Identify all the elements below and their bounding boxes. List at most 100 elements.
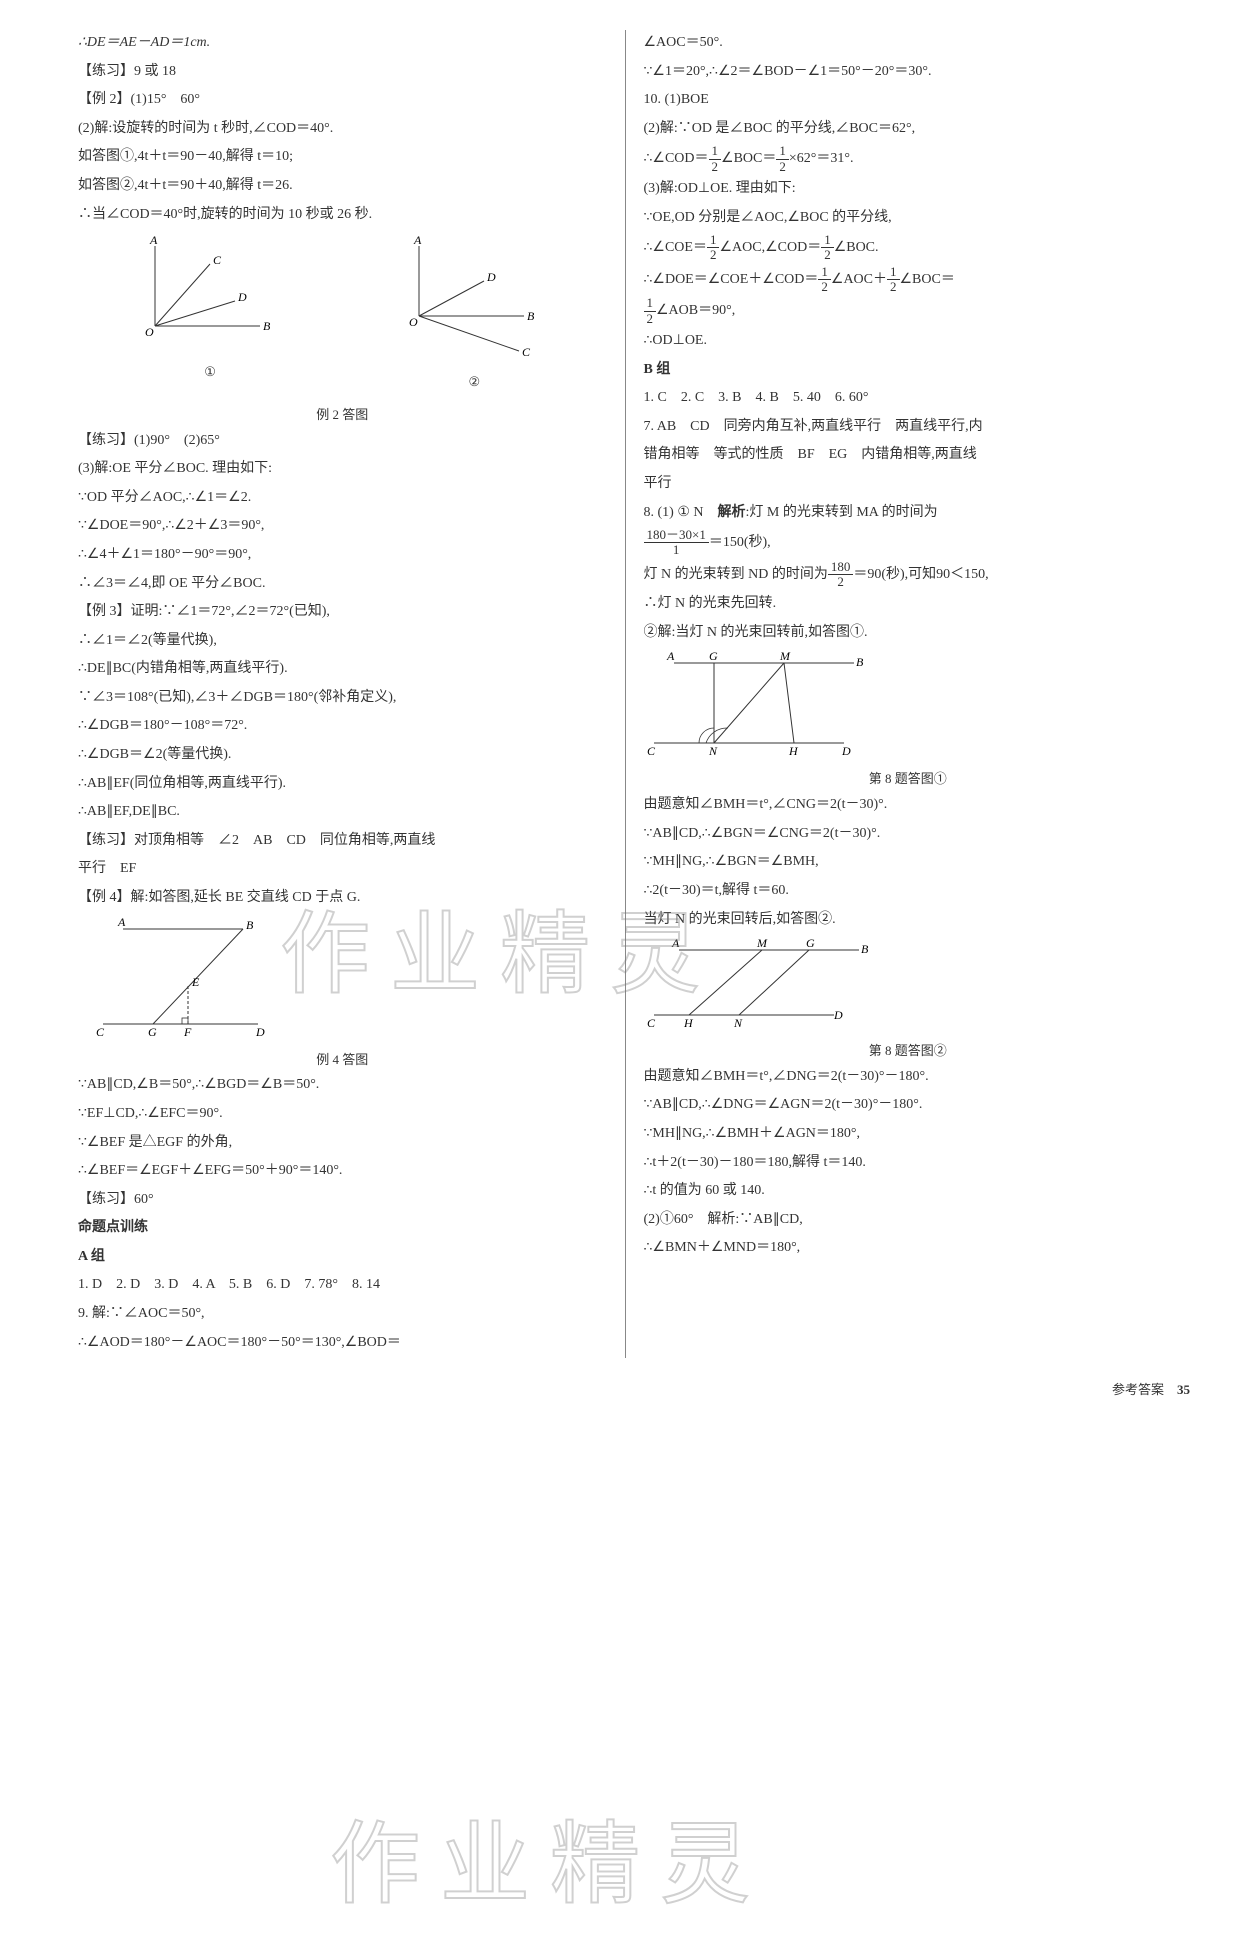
svg-text:N: N [708, 744, 718, 758]
text-line: ∵AB∥CD,∴∠BGN＝∠CNG＝2(t－30)°. [644, 821, 1173, 848]
figure-ex2-1: A C D B O ① [140, 236, 280, 395]
svg-text:C: C [647, 744, 656, 758]
svg-text:G: G [148, 1025, 157, 1039]
text-line: (2)①60° 解析:∵AB∥CD, [644, 1207, 1173, 1234]
text-line: 错角相等 等式的性质 BF EG 内错角相等,两直线 [644, 442, 1173, 469]
fig-label-1: ① [140, 360, 280, 385]
svg-text:A: A [413, 236, 422, 247]
text-line: (3)解:OD⊥OE. 理由如下: [644, 176, 1173, 203]
text-line: 9. 解:∵∠AOC＝50°, [78, 1301, 607, 1328]
text-line: ∴∠3＝∠4,即 OE 平分∠BOC. [78, 571, 607, 598]
watermark-2: 作业精灵 [330, 1780, 770, 1951]
text-line: 1. D 2. D 3. D 4. A 5. B 6. D 7. 78° 8. … [78, 1272, 607, 1299]
text-line: ∴∠DGB＝180°－108°＝72°. [78, 713, 607, 740]
fig-caption-8-2: 第 8 题答图② [644, 1039, 1173, 1064]
svg-text:A: A [117, 915, 126, 929]
svg-text:A: A [149, 236, 158, 247]
text-line: 灯 N 的光束转到 ND 的时间为1802＝90(秒),可知90＜150, [644, 560, 1173, 590]
svg-text:D: D [833, 1008, 843, 1022]
svg-text:O: O [145, 325, 154, 339]
text-line: ∴当∠COD＝40°时,旋转的时间为 10 秒或 26 秒. [78, 202, 607, 229]
fraction-half: 12 [818, 265, 831, 295]
svg-text:C: C [96, 1025, 105, 1039]
text-line: ∴∠1＝∠2(等量代换), [78, 628, 607, 655]
text-line: 由题意知∠BMH＝t°,∠DNG＝2(t－30)°－180°. [644, 1064, 1173, 1091]
text-line: ∴∠COE＝12∠AOC,∠COD＝12∠BOC. [644, 233, 1173, 263]
svg-text:C: C [647, 1016, 656, 1030]
text-line: ∵OE,OD 分别是∠AOC,∠BOC 的平分线, [644, 205, 1173, 232]
text-line: 12∠AOB＝90°, [644, 296, 1173, 326]
fraction-half: 12 [887, 265, 900, 295]
fraction-half: 12 [821, 233, 834, 263]
figure-8-1: A G M B C N H D 第 8 题答图① [644, 648, 1173, 792]
text-line: ∵MH∥NG,∴∠BMH＋∠AGN＝180°, [644, 1121, 1173, 1148]
svg-text:M: M [779, 649, 791, 663]
text-line: ∴灯 N 的光束先回转. [644, 591, 1173, 618]
fraction-180-2: 1802 [828, 560, 854, 590]
svg-text:A: A [666, 649, 675, 663]
text-line: 平行 [644, 471, 1173, 498]
fraction-half: 12 [709, 144, 722, 174]
text-line: ∴AB∥EF(同位角相等,两直线平行). [78, 771, 607, 798]
figure-ex2-2: A D B C O ② [404, 236, 544, 395]
svg-text:G: G [709, 649, 718, 663]
svg-text:N: N [733, 1016, 743, 1030]
fig-label-2: ② [404, 370, 544, 395]
right-column: ∠AOC＝50°. ∵∠1＝20°,∴∠2＝∠BOD－∠1＝50°－20°＝30… [626, 30, 1191, 1358]
svg-text:C: C [522, 345, 531, 359]
text-line: ∴∠COD＝12∠BOC＝12×62°＝31°. [644, 144, 1173, 174]
svg-text:A: A [671, 936, 680, 950]
footer-label: 参考答案 [1112, 1382, 1164, 1397]
svg-text:B: B [527, 309, 535, 323]
section-heading: 命题点训练 [78, 1215, 607, 1242]
text-line: 【练习】9 或 18 [78, 59, 607, 86]
svg-text:M: M [756, 936, 768, 950]
text-line: 【例 2】(1)15° 60° [78, 87, 607, 114]
text-line: 如答图②,4t＋t＝90＋40,解得 t＝26. [78, 173, 607, 200]
svg-text:H: H [683, 1016, 694, 1030]
text-line: 180－30×11＝150(秒), [644, 528, 1173, 558]
svg-text:D: D [237, 290, 247, 304]
text-line: ∴2(t－30)＝t,解得 t＝60. [644, 878, 1173, 905]
text-line: ∴∠4＋∠1＝180°－90°＝90°, [78, 542, 607, 569]
left-column: ∴DE＝AE－AD＝1cm. 【练习】9 或 18 【例 2】(1)15° 60… [60, 30, 626, 1358]
text-line: ∴∠DOE＝∠COE＋∠COD＝12∠AOC＋12∠BOC＝ [644, 265, 1173, 295]
text-line: ∴∠AOD＝180°－∠AOC＝180°－50°＝130°,∠BOD＝ [78, 1330, 607, 1357]
text-line: ∵∠BEF 是△EGF 的外角, [78, 1130, 607, 1157]
svg-text:H: H [788, 744, 799, 758]
text-line: ②解:当灯 N 的光束回转前,如答图①. [644, 620, 1173, 647]
svg-text:B: B [263, 319, 271, 333]
text-line: ∵OD 平分∠AOC,∴∠1＝∠2. [78, 485, 607, 512]
text-line: ∴OD⊥OE. [644, 328, 1173, 355]
fig-caption-8-1: 第 8 题答图① [644, 767, 1173, 792]
text-line: ∴∠BMN＋∠MND＝180°, [644, 1235, 1173, 1262]
svg-text:D: D [255, 1025, 265, 1039]
svg-text:C: C [213, 253, 222, 267]
group-heading: B 组 [644, 357, 1173, 384]
svg-text:D: D [486, 270, 496, 284]
svg-text:F: F [183, 1025, 192, 1039]
svg-text:B: B [861, 942, 869, 956]
svg-text:D: D [841, 744, 851, 758]
fraction-half: 12 [644, 296, 657, 326]
text-line: (2)解:设旋转的时间为 t 秒时,∠COD＝40°. [78, 116, 607, 143]
group-heading: A 组 [78, 1244, 607, 1271]
svg-text:B: B [246, 918, 254, 932]
figure-ex2: A C D B O ① A D B C O [78, 236, 607, 395]
text-line: 【练习】对顶角相等 ∠2 AB CD 同位角相等,两直线 [78, 828, 607, 855]
text-line: ∴t＋2(t－30)－180＝180,解得 t＝140. [644, 1150, 1173, 1177]
text-line: ∵∠DOE＝90°,∴∠2＋∠3＝90°, [78, 513, 607, 540]
page-number: 35 [1177, 1382, 1190, 1397]
text-line: 8. (1) ① N 解析:灯 M 的光束转到 MA 的时间为 [644, 500, 1173, 527]
text-line: 【例 3】证明:∵∠1＝72°,∠2＝72°(已知), [78, 599, 607, 626]
fraction-180-30-1: 180－30×11 [644, 528, 709, 558]
figure-8-2: A M G B C H N D 第 8 题答图② [644, 935, 1173, 1064]
fraction-half: 12 [776, 144, 789, 174]
figure-ex4: A B E C G F D 例 4 答图 [78, 914, 607, 1073]
text-line: 由题意知∠BMH＝t°,∠CNG＝2(t－30)°. [644, 792, 1173, 819]
text-line: ∵AB∥CD,∴∠DNG＝∠AGN＝2(t－30)°－180°. [644, 1092, 1173, 1119]
text-line: ∴∠BEF＝∠EGF＋∠EFG＝50°＋90°＝140°. [78, 1158, 607, 1185]
text-line: 7. AB CD 同旁内角互补,两直线平行 两直线平行,内 [644, 414, 1173, 441]
text-line: 1. C 2. C 3. B 4. B 5. 40 6. 60° [644, 385, 1173, 412]
text-line: ∴AB∥EF,DE∥BC. [78, 799, 607, 826]
